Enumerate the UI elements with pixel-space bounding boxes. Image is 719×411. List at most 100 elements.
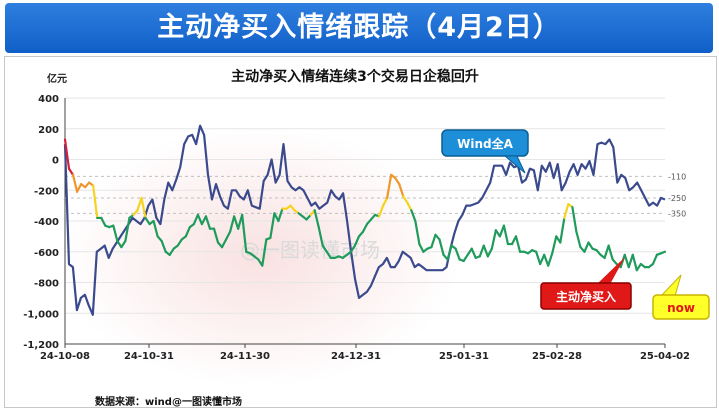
net-buy-segment: [224, 230, 232, 241]
wind-callout: Wind全A: [441, 129, 529, 174]
net-buy-segment: [410, 209, 417, 223]
reference-label: -350: [668, 209, 686, 218]
net-buy-segment: [176, 238, 183, 247]
net-buy-segment: [361, 222, 369, 233]
net-buy-segment: [539, 253, 546, 266]
x-tick-label: 24-10-08: [40, 351, 90, 362]
wind-callout-box: [441, 129, 529, 157]
y-axis-unit: 亿元: [47, 72, 67, 85]
net-buy-callout-box: [540, 282, 632, 310]
net-buy-segment: [659, 250, 667, 255]
net-buy-callout: 主动净买入: [540, 257, 632, 310]
net-buy-segment: [382, 196, 389, 207]
net-buy-segment: [514, 235, 522, 253]
wind-callout-label: Wind全A: [457, 136, 513, 151]
net-buy-segment: [63, 138, 71, 170]
y-tick-label: -1,000: [23, 309, 59, 320]
net-buy-segment: [623, 253, 630, 269]
y-tick-label: 0: [52, 156, 59, 167]
net-buy-segment: [462, 253, 469, 263]
chart-frame: @一图读懂市场 主动净买入情绪连续3个交易日企稳回升 亿元 400 200 0 -20…: [4, 56, 717, 408]
net-buy-segment: [603, 244, 610, 259]
net-buy-segment: [71, 173, 79, 193]
net-buy-segment: [402, 195, 409, 204]
net-buy-segment: [486, 247, 493, 258]
chart-title: 主动净买入情绪连续3个交易日企稳回升: [231, 68, 479, 85]
net-buy-segment: [583, 241, 590, 253]
net-buy-segment: [547, 252, 554, 267]
net-buy-segment: [116, 239, 123, 249]
net-buy-segment: [277, 207, 284, 223]
net-buy-segment: [627, 253, 634, 269]
x-tick-label: 24-12-31: [331, 351, 381, 362]
wind-callout-arrow: [503, 155, 526, 174]
net-buy-segment: [478, 244, 485, 258]
net-buy-segment: [635, 262, 642, 272]
x-tick-label: 25-04-02: [640, 351, 690, 362]
now-callout-arrow: [659, 274, 682, 297]
net-buy-segment: [124, 216, 131, 243]
series-lines: [63, 124, 667, 316]
net-buy-segment: [100, 216, 107, 227]
net-buy-segment: [414, 219, 421, 246]
net-buy-segment: [418, 242, 425, 253]
y-tick-label: -400: [34, 217, 59, 228]
net-buy-segment: [482, 244, 489, 258]
net-buy-segment: [563, 202, 570, 220]
reference-label: -250: [668, 194, 686, 203]
net-buy-callout-label: 主动净买入: [556, 289, 616, 304]
net-buy-segment: [160, 239, 167, 253]
net-buy-segment: [446, 244, 453, 261]
net-buy-segment: [120, 239, 127, 249]
net-buy-segment: [220, 238, 228, 249]
net-buy-segment: [607, 244, 614, 261]
net-buy-segment: [184, 226, 191, 238]
net-buy-segment: [377, 204, 385, 218]
wind-index-line: [63, 124, 666, 316]
now-callout-box: [652, 294, 710, 320]
net-buy-segment: [229, 215, 236, 233]
net-buy-segment: [192, 213, 199, 226]
net-buy-segment: [269, 212, 276, 240]
watermark-text: @一图读懂市场: [240, 238, 380, 262]
reference-label: -110: [668, 172, 686, 181]
net-buy-segment: [196, 213, 204, 226]
now-callout: now: [652, 274, 710, 320]
net-buy-segment: [204, 215, 212, 230]
net-buy-segment: [535, 250, 542, 266]
now-callout-label: now: [667, 301, 695, 315]
net-buy-segment: [313, 209, 320, 229]
net-buy-segment: [587, 241, 594, 250]
page-title: 主动净买入情绪跟踪（4月2日）: [5, 3, 713, 53]
net-buy-segment: [317, 226, 324, 247]
net-buy-segment: [430, 233, 437, 249]
net-buy-segment: [394, 176, 401, 186]
net-buy-segment: [490, 229, 497, 250]
net-buy-segment: [349, 244, 357, 253]
y-tick-label: -600: [34, 248, 59, 259]
net-buy-segment: [559, 216, 566, 244]
net-buy-segment: [144, 216, 151, 226]
y-tick-label: 200: [38, 125, 59, 136]
net-buy-segment: [92, 184, 99, 220]
net-buy-segment: [571, 206, 578, 233]
x-tick-label: 24-11-30: [220, 351, 270, 362]
net-buy-segment: [321, 244, 328, 253]
net-buy-segment: [75, 182, 83, 193]
x-tick-label: 24-10-31: [124, 351, 174, 362]
x-tick-label: 25-01-31: [439, 351, 489, 362]
y-tick-label: -1,200: [23, 340, 59, 351]
net-buy-segment: [398, 182, 405, 198]
net-buy-segment: [575, 230, 582, 249]
net-buy-callout-arrow: [595, 257, 625, 286]
chart-svg: @一图读懂市场 主动净买入情绪连续3个交易日企稳回升 亿元 400 200 0 -20…: [23, 68, 710, 387]
net-buy-segment: [168, 247, 175, 256]
y-tick-label: 400: [38, 94, 59, 105]
net-buy-segment: [651, 253, 659, 266]
net-buy-segment: [502, 224, 510, 246]
source-note: 数据来源：wind@一图读懂市场: [95, 397, 242, 408]
net-buy-segment: [470, 247, 477, 259]
net-buy-segment: [233, 215, 240, 230]
x-tick-label: 25-02-28: [532, 351, 582, 362]
net-buy-segment: [67, 167, 75, 176]
